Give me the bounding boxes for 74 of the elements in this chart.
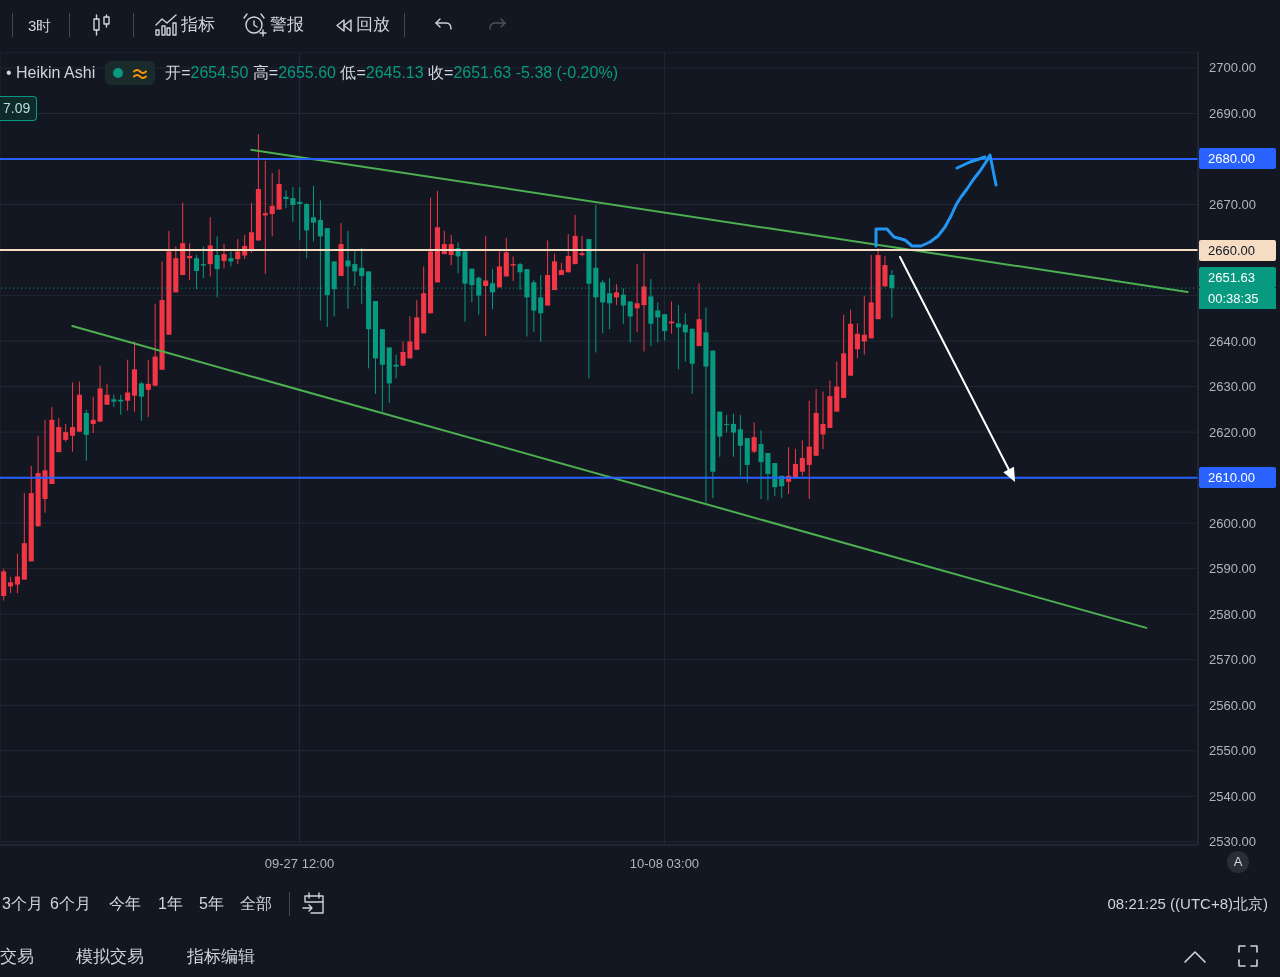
text: 警报: [270, 14, 304, 36]
text: 回放: [356, 14, 390, 36]
text: 6个月: [50, 894, 91, 914]
candlestick: [799, 439, 805, 477]
candlestick: [496, 250, 502, 288]
text: 交易: [0, 946, 34, 968]
candlestick: [737, 414, 743, 477]
candlestick: [310, 185, 317, 242]
text: 08:21:25 ((UTC+8)北京): [1107, 894, 1268, 914]
y-tick-label: 2690.00: [1209, 106, 1256, 122]
candlestick: [90, 396, 96, 434]
candlestick: [510, 255, 516, 282]
candlestick: [854, 322, 860, 359]
annotation: 7.09: [0, 96, 38, 121]
candlestick: [675, 304, 681, 370]
ref-line-label: 2610.00: [1199, 467, 1276, 489]
y-tick-label: 2700.00: [1209, 60, 1256, 76]
text: 全部: [240, 894, 272, 914]
candlestick: [627, 300, 633, 343]
candlestick: [613, 283, 620, 306]
x-tick-label: 09-27 12:00: [264, 856, 335, 872]
candlestick: [145, 359, 151, 418]
annotation: • Heikin Ashi: [6, 64, 96, 82]
candlestick: [221, 243, 227, 269]
candlestick: [861, 295, 867, 356]
text: 今年: [109, 894, 141, 914]
text: 3个月: [2, 894, 43, 914]
candlestick: [228, 250, 234, 267]
candlestick: [235, 238, 241, 265]
y-tick-label: 2570.00: [1209, 652, 1256, 668]
ref-line-label: 2680.00: [1199, 148, 1276, 170]
candlestick: [118, 394, 124, 416]
ref-line-label: 2660.00: [1199, 239, 1276, 261]
candlestick: [14, 553, 21, 594]
round-button: A: [1227, 851, 1249, 873]
candlestick: [83, 409, 89, 462]
candlestick: [393, 354, 399, 379]
y-tick-label: 2540.00: [1209, 788, 1256, 804]
candlestick: [125, 359, 131, 412]
candlestick: [751, 422, 757, 454]
candlestick: [806, 400, 812, 500]
annotation: 开=2654.50 高=2655.60 低=2645.13 收=2651.63 -5.38 (-0.20%): [165, 63, 618, 81]
candlestick: [249, 202, 255, 254]
candlestick: [352, 250, 358, 287]
y-tick-label: 2670.00: [1209, 197, 1256, 213]
candlestick: [69, 381, 76, 453]
y-tick-label: 2590.00: [1209, 561, 1256, 577]
y-tick-label: 2640.00: [1209, 333, 1256, 349]
y-tick-label: 2530.00: [1209, 834, 1256, 850]
text: 3时: [28, 16, 52, 36]
y-tick-label: 2550.00: [1209, 743, 1256, 759]
text: 模拟交易: [76, 946, 144, 968]
text: 指标编辑: [187, 946, 255, 968]
candlestick: [724, 414, 730, 434]
text: 00:38:35: [1199, 288, 1276, 310]
text: 1年: [158, 894, 183, 914]
candlestick: [792, 448, 799, 479]
candlestick: [662, 313, 668, 342]
y-tick-label: 2560.00: [1209, 697, 1256, 713]
ref-line-label: 2651.63: [1199, 267, 1276, 289]
candlestick: [138, 381, 144, 422]
candlestick: [565, 233, 571, 273]
x-tick-label: 10-08 03:00: [629, 856, 700, 872]
text: 指标: [181, 14, 215, 36]
candlestick: [730, 413, 737, 458]
y-tick-label: 2620.00: [1209, 424, 1256, 440]
candlestick: [668, 300, 675, 335]
y-tick-label: 2580.00: [1209, 606, 1256, 622]
text: 5年: [199, 894, 224, 914]
candlestick: [269, 172, 275, 237]
y-tick-label: 2600.00: [1209, 515, 1256, 531]
y-tick-label: 2630.00: [1209, 379, 1256, 395]
candlestick: [200, 245, 206, 279]
candlestick: [682, 312, 688, 363]
